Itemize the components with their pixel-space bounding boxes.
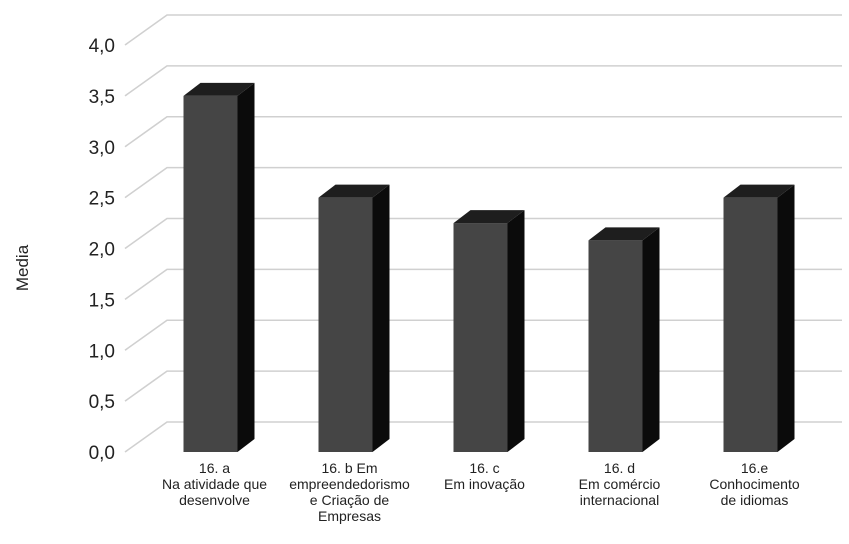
x-tick-label: 16. c Em inovação bbox=[444, 460, 525, 492]
x-axis-labels: 16. a Na atividade que desenvolve 16. b Em e… bbox=[162, 460, 800, 524]
y-tick-label: 4,0 bbox=[89, 36, 115, 57]
x-tick-label: 16. a Na atividade que desenvolve bbox=[162, 460, 267, 508]
gridline bbox=[124, 166, 842, 199]
gridline bbox=[124, 65, 842, 97]
bar bbox=[318, 184, 390, 452]
x-tick-label: 16. d Em comércio internacional bbox=[579, 460, 661, 508]
bar-top bbox=[453, 210, 525, 224]
gridline bbox=[124, 115, 842, 148]
bar-side bbox=[642, 227, 660, 452]
bar-top bbox=[723, 184, 795, 198]
bar-side bbox=[777, 184, 795, 452]
bar-front bbox=[588, 240, 643, 452]
y-tick-label: 1,0 bbox=[89, 341, 115, 362]
y-axis-ticks: 0,0 0,5 1,0 1,5 2,0 2,5 3,0 3,5 4,0 bbox=[89, 36, 115, 464]
y-tick-label: 0,0 bbox=[89, 443, 115, 464]
y-tick-label: 2,5 bbox=[89, 189, 115, 210]
bar-side bbox=[372, 184, 390, 452]
bar bbox=[723, 184, 795, 452]
bar-front bbox=[453, 223, 508, 452]
gridline bbox=[124, 217, 842, 250]
bar bbox=[588, 227, 660, 452]
bars bbox=[183, 82, 795, 452]
bar-top bbox=[318, 184, 390, 198]
y-tick-label: 0,5 bbox=[89, 392, 115, 413]
bar bbox=[183, 82, 255, 452]
bar-top bbox=[588, 227, 660, 241]
bar-top bbox=[183, 82, 255, 96]
gridline bbox=[124, 14, 842, 46]
bar-front bbox=[723, 197, 778, 452]
bar-front bbox=[318, 197, 373, 452]
bar bbox=[453, 210, 525, 452]
bar-front bbox=[183, 95, 238, 452]
y-axis-title: Media bbox=[13, 244, 32, 291]
gridlines bbox=[124, 14, 842, 453]
bar-side bbox=[507, 210, 525, 452]
y-tick-label: 3,5 bbox=[89, 87, 115, 108]
bar-side bbox=[237, 82, 255, 452]
y-tick-label: 3,0 bbox=[89, 138, 115, 159]
x-tick-label: 16. b Em empreendedorismo e Criação de Empr… bbox=[289, 460, 410, 524]
x-tick-label: 16.e Conhocimento de idiomas bbox=[709, 460, 799, 508]
y-tick-label: 2,0 bbox=[89, 240, 115, 261]
y-tick-label: 1,5 bbox=[89, 290, 115, 311]
